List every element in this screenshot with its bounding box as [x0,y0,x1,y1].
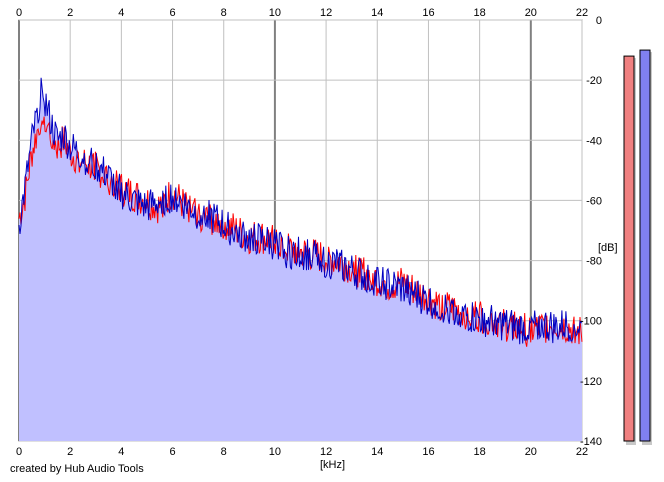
x-tick-label-bottom: 2 [67,446,73,458]
y-tick-label: -140 [580,436,602,448]
y-tick-label: -100 [580,316,602,328]
x-tick-label-top: 10 [269,7,281,19]
x-tick-label-top: 18 [474,7,486,19]
x-tick-label-bottom: 0 [16,446,22,458]
x-tick-label-bottom: 6 [169,446,175,458]
x-tick-label-top: 14 [371,7,383,19]
y-tick-label: -80 [586,256,602,268]
y-tick-label: 0 [596,15,602,27]
x-tick-label-top: 22 [576,7,588,19]
x-tick-label-bottom: 22 [576,446,588,458]
x-tick-label-top: 16 [422,7,434,19]
level-meter-bar [623,55,635,442]
x-tick-label-bottom: 12 [320,446,332,458]
x-tick-label-top: 6 [169,7,175,19]
x-tick-label-top: 12 [320,7,332,19]
x-tick-label-top: 2 [67,7,73,19]
credit-text: created by Hub Audio Tools [10,463,144,475]
x-tick-label-bottom: 18 [474,446,486,458]
x-tick-label-bottom: 14 [371,446,383,458]
x-tick-label-bottom: 20 [525,446,537,458]
x-tick-labels-top: 0 2 4 6 8 10 12 14 16 18 20 22 [16,7,588,19]
y-tick-label: -40 [586,135,602,147]
x-tick-label-bottom: 16 [422,446,434,458]
x-tick-label-bottom: 8 [221,446,227,458]
level-meter-bar [639,49,651,442]
x-tick-label-bottom: 4 [118,446,124,458]
x-axis-label: [kHz] [320,459,345,471]
y-tick-label: -120 [580,376,602,388]
x-tick-label-top: 8 [221,7,227,19]
series-lines [18,77,583,347]
x-tick-labels-bottom: 0 2 4 6 8 10 12 14 16 18 20 22 [16,446,588,458]
x-tick-label-top: 20 [525,7,537,19]
x-tick-label-bottom: 10 [269,446,281,458]
x-tick-label-top: 0 [16,7,22,19]
y-tick-label: -60 [586,195,602,207]
series-line-2 [18,77,583,345]
y-axis-label: [dB] [598,242,618,254]
level-meters [623,49,652,445]
spectrum-fill [19,77,582,442]
x-tick-label-top: 4 [118,7,124,19]
y-tick-label: -20 [586,75,602,87]
y-tick-labels: 0 -20 -40 -60 -80 -100 -120 -140 [580,15,602,448]
